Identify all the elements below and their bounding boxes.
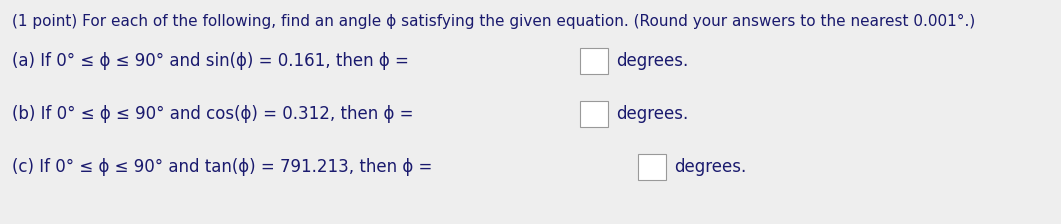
Bar bbox=[580, 48, 608, 74]
Text: degrees.: degrees. bbox=[674, 158, 746, 176]
Text: (c) If 0° ≤ ϕ ≤ 90° and tan(ϕ) = 791.213, then ϕ =: (c) If 0° ≤ ϕ ≤ 90° and tan(ϕ) = 791.213… bbox=[12, 158, 433, 176]
Bar bbox=[638, 154, 666, 180]
Text: degrees.: degrees. bbox=[616, 52, 689, 70]
Text: degrees.: degrees. bbox=[616, 105, 689, 123]
Text: (1 point) For each of the following, find an angle ϕ satisfying the given equati: (1 point) For each of the following, fin… bbox=[12, 14, 975, 29]
Bar bbox=[580, 101, 608, 127]
Text: (a) If 0° ≤ ϕ ≤ 90° and sin(ϕ) = 0.161, then ϕ =: (a) If 0° ≤ ϕ ≤ 90° and sin(ϕ) = 0.161, … bbox=[12, 52, 408, 70]
Text: (b) If 0° ≤ ϕ ≤ 90° and cos(ϕ) = 0.312, then ϕ =: (b) If 0° ≤ ϕ ≤ 90° and cos(ϕ) = 0.312, … bbox=[12, 105, 414, 123]
